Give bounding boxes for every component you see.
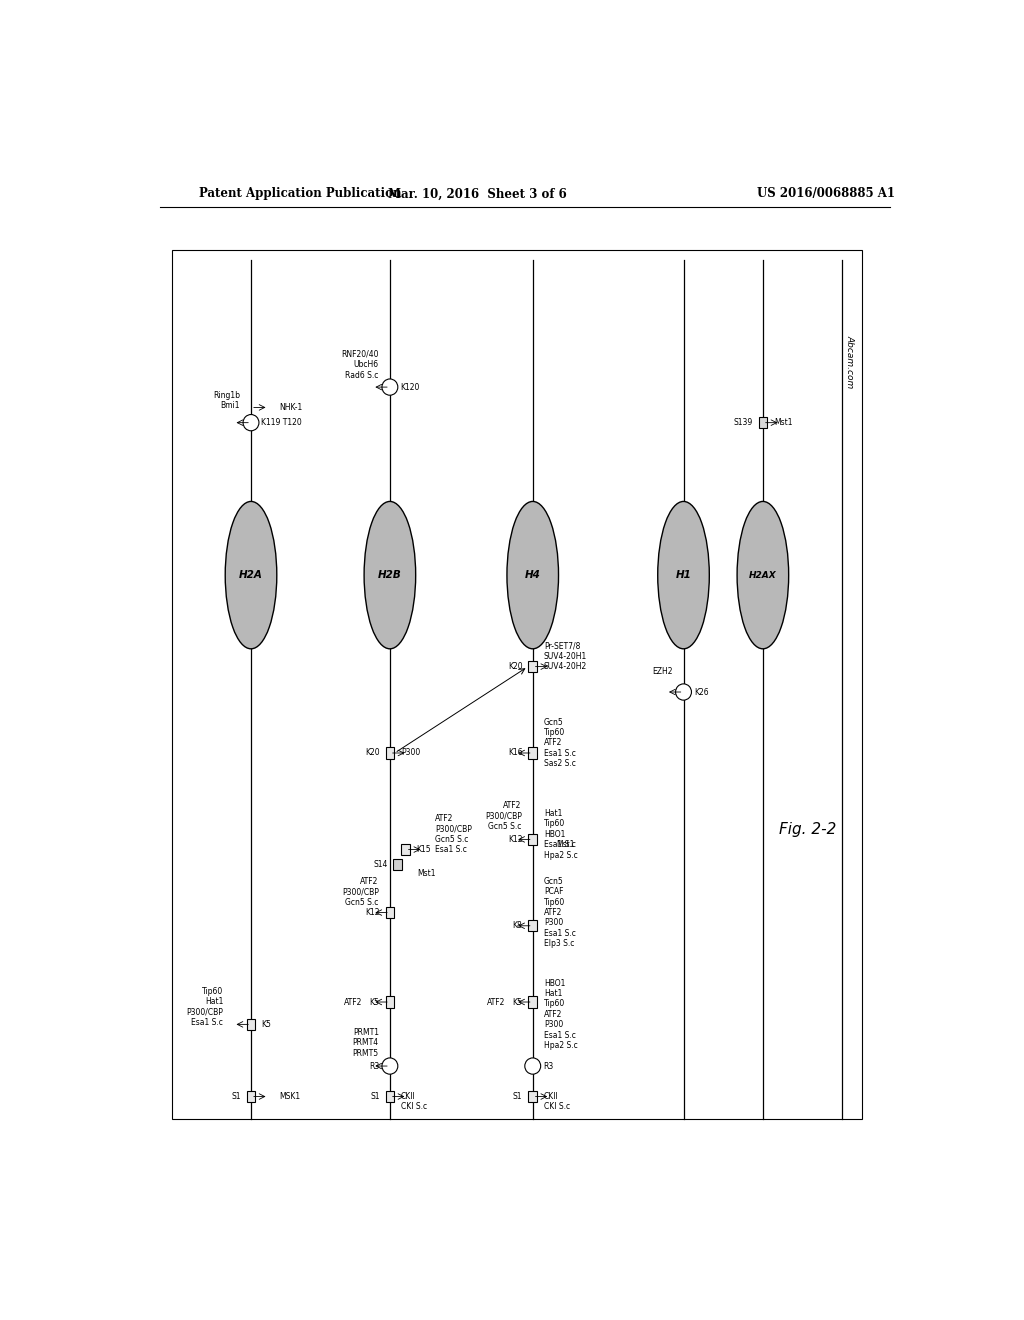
Text: Fig. 2-2: Fig. 2-2 [778,822,837,837]
Text: Abcam.com: Abcam.com [846,335,855,388]
Text: R3: R3 [543,1061,553,1071]
Ellipse shape [382,1057,397,1074]
Text: Gcn5
Tip60
ATF2
Esa1 S.c
Sas2 S.c: Gcn5 Tip60 ATF2 Esa1 S.c Sas2 S.c [544,718,575,768]
Text: Mst1: Mst1 [418,870,436,878]
Ellipse shape [676,684,691,700]
Text: K20: K20 [508,663,522,671]
Text: ATF2
P300/CBP
Gcn5 S.c
Esa1 S.c: ATF2 P300/CBP Gcn5 S.c Esa1 S.c [435,814,472,854]
Text: K8: K8 [513,921,522,931]
Text: Ring1b
Bmi1: Ring1b Bmi1 [213,391,240,411]
Text: ATF2
P300/CBP
Gcn5 S.c: ATF2 P300/CBP Gcn5 S.c [484,801,521,830]
Text: MSK1: MSK1 [280,1092,301,1101]
Text: S14: S14 [373,861,387,870]
Text: Mst1: Mst1 [774,418,793,428]
Text: Gcn5
PCAF
Tip60
ATF2
P300
Esa1 S.c
Elp3 S.c: Gcn5 PCAF Tip60 ATF2 P300 Esa1 S.c Elp3 … [544,876,575,948]
Text: K119 T120: K119 T120 [261,418,302,428]
Text: K20: K20 [365,748,380,758]
Text: R3: R3 [370,1061,380,1071]
FancyBboxPatch shape [385,997,394,1007]
Text: Pr-SET7/8
SUV4-20H1
SUV4-20H2: Pr-SET7/8 SUV4-20H1 SUV4-20H2 [544,642,587,672]
Text: Mst1: Mst1 [557,840,575,849]
Text: EZH2: EZH2 [652,667,673,676]
Text: ATF2
P300/CBP
Gcn5 S.c: ATF2 P300/CBP Gcn5 S.c [342,878,379,907]
Text: NHK-1: NHK-1 [280,403,303,412]
FancyBboxPatch shape [528,1090,538,1102]
Text: Tip60
Hat1
P300/CBP
Esa1 S.c: Tip60 Hat1 P300/CBP Esa1 S.c [186,987,223,1027]
Text: H1: H1 [676,570,691,579]
Text: H4: H4 [524,570,541,579]
Text: S1: S1 [513,1092,522,1101]
Text: P300: P300 [401,748,420,758]
Ellipse shape [737,502,788,649]
Text: CKII
CKI S.c: CKII CKI S.c [544,1092,570,1111]
Ellipse shape [525,1057,541,1074]
Text: US 2016/0068885 A1: US 2016/0068885 A1 [758,187,895,201]
Text: RNF20/40
UbcH6
Rad6 S.c: RNF20/40 UbcH6 Rad6 S.c [341,350,379,380]
FancyBboxPatch shape [528,920,538,932]
Text: Patent Application Publication: Patent Application Publication [200,187,402,201]
Ellipse shape [243,414,259,430]
Ellipse shape [382,379,397,395]
Ellipse shape [657,502,710,649]
Text: CKII
CKI S.c: CKII CKI S.c [401,1092,427,1111]
Text: K12: K12 [508,834,522,843]
Text: H2AX: H2AX [749,570,777,579]
Text: H2A: H2A [239,570,263,579]
Text: S1: S1 [231,1092,241,1101]
FancyBboxPatch shape [528,661,538,672]
Text: K5: K5 [370,998,380,1007]
FancyBboxPatch shape [247,1090,255,1102]
Text: H2B: H2B [378,570,401,579]
FancyBboxPatch shape [247,1019,255,1030]
FancyBboxPatch shape [393,859,402,870]
Ellipse shape [365,502,416,649]
FancyBboxPatch shape [528,747,538,759]
Text: K120: K120 [400,383,420,392]
FancyBboxPatch shape [385,1090,394,1102]
FancyBboxPatch shape [401,843,411,855]
FancyBboxPatch shape [385,747,394,759]
Text: K5: K5 [513,998,522,1007]
Text: S139: S139 [733,418,753,428]
Text: K16: K16 [508,748,522,758]
Text: Mar. 10, 2016  Sheet 3 of 6: Mar. 10, 2016 Sheet 3 of 6 [388,187,566,201]
Text: PRMT1
PRMT4
PRMT5: PRMT1 PRMT4 PRMT5 [352,1028,379,1057]
Text: Hat1
Tip60
HBO1
Esa1 S.c
Hpa2 S.c: Hat1 Tip60 HBO1 Esa1 S.c Hpa2 S.c [544,809,578,859]
Ellipse shape [225,502,276,649]
Text: K5: K5 [261,1020,271,1028]
FancyBboxPatch shape [759,417,767,428]
Text: HBO1
Hat1
Tip60
ATF2
P300
Esa1 S.c
Hpa2 S.c: HBO1 Hat1 Tip60 ATF2 P300 Esa1 S.c Hpa2 … [544,978,578,1049]
Ellipse shape [507,502,558,649]
FancyBboxPatch shape [528,834,538,845]
Text: K26: K26 [694,688,709,697]
Text: ATF2: ATF2 [486,998,505,1007]
Text: ATF2: ATF2 [344,998,362,1007]
FancyBboxPatch shape [385,907,394,919]
Text: K12: K12 [366,908,380,917]
FancyBboxPatch shape [528,997,538,1007]
Text: S1: S1 [370,1092,380,1101]
Text: K15: K15 [416,845,431,854]
